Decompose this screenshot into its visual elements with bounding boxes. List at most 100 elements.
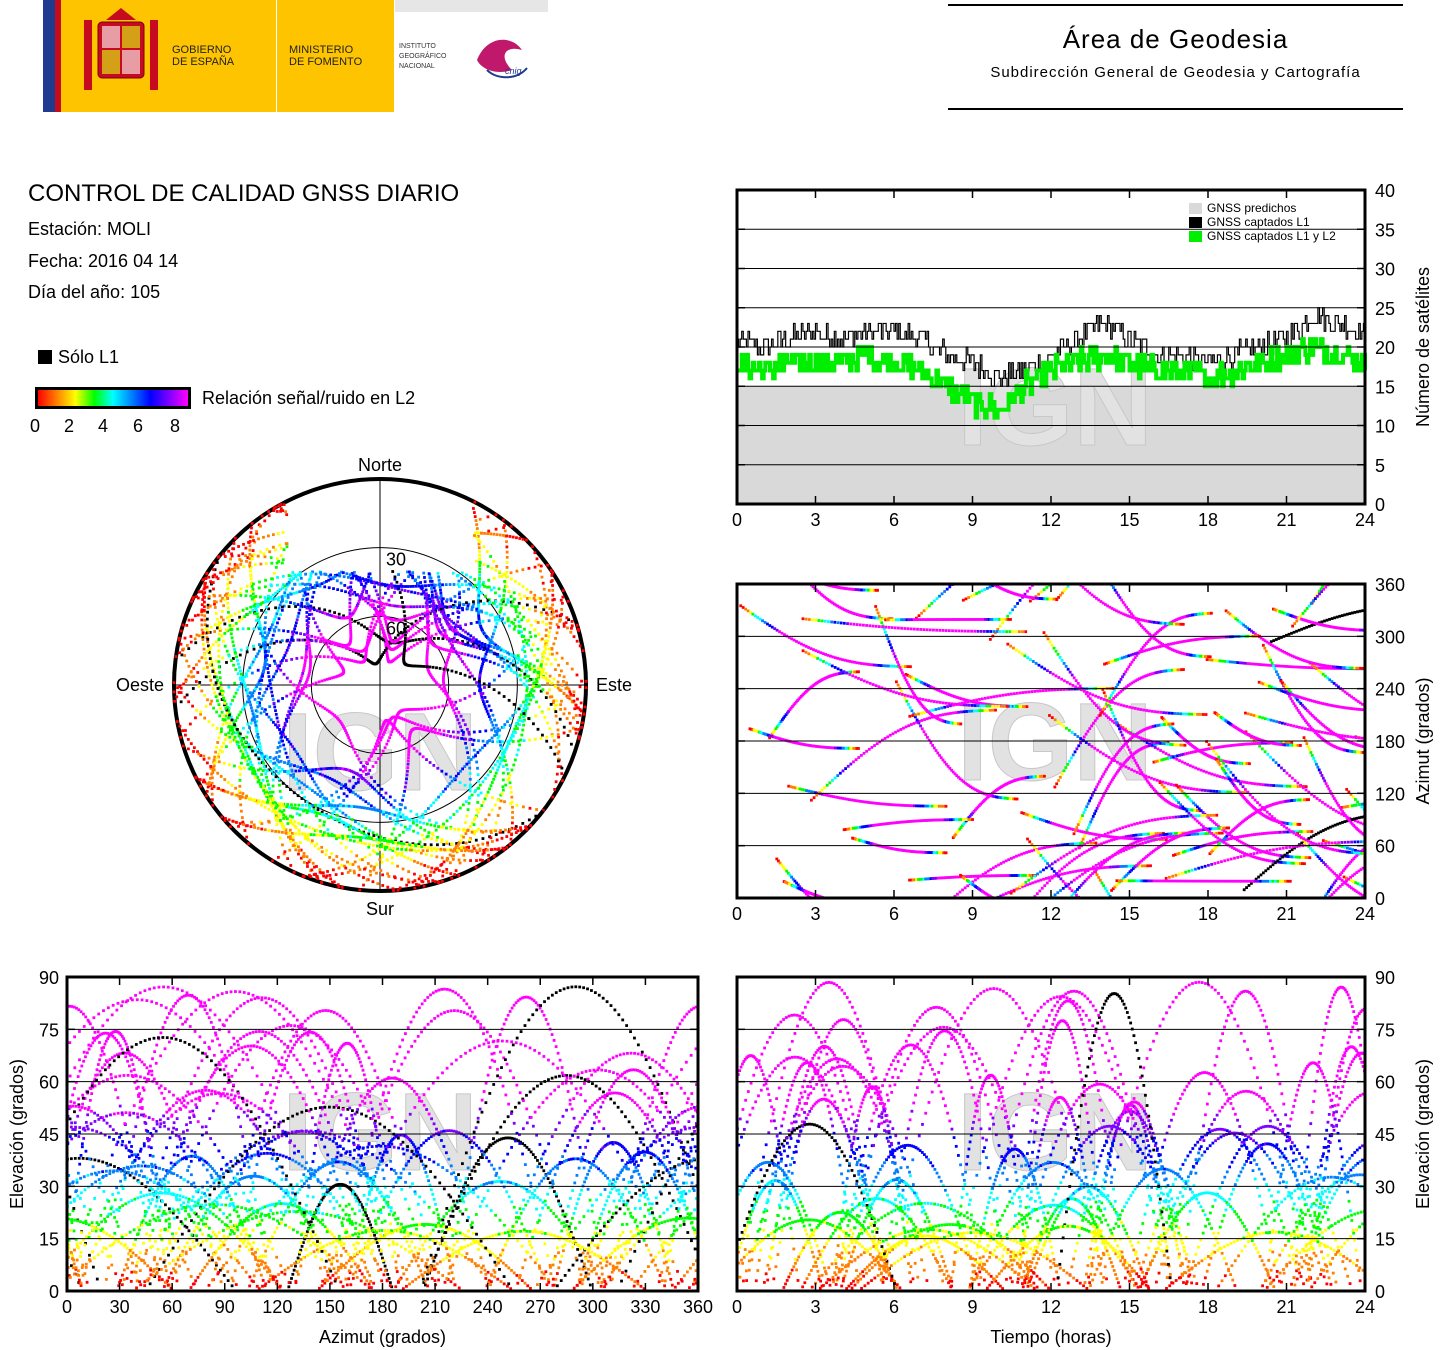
skyplot-point <box>315 609 319 613</box>
skyplot-point <box>340 589 344 593</box>
skyplot-point <box>472 823 476 827</box>
skyplot-point <box>243 615 247 618</box>
skyplot-point <box>525 596 529 600</box>
skyplot-point <box>263 652 267 656</box>
skyplot-point <box>490 566 494 570</box>
skyplot-point <box>509 802 513 805</box>
skyplot-point <box>282 813 285 817</box>
skyplot-point <box>425 596 429 599</box>
azimuth-point <box>1069 756 1073 760</box>
skyplot-point <box>213 691 217 695</box>
skyplot-point <box>493 774 497 778</box>
skyplot-point <box>492 632 495 636</box>
skyplot-point <box>325 797 329 801</box>
skyplot-point <box>543 716 547 719</box>
skyplot-point <box>364 654 368 658</box>
skyplot-point <box>371 605 374 609</box>
skyplot-point <box>381 853 385 856</box>
skyplot-point <box>457 842 460 846</box>
skyplot-point <box>401 813 405 817</box>
skyplot-point <box>230 554 234 558</box>
skyplot-point <box>336 766 340 770</box>
skyplot-point <box>222 639 225 643</box>
skyplot-point <box>211 574 215 578</box>
skyplot-point <box>409 846 413 849</box>
skyplot-point <box>241 627 245 631</box>
skyplot-point <box>440 879 444 883</box>
skyplot-point <box>353 860 357 864</box>
skyplot-point <box>305 623 309 627</box>
skyplot-point <box>220 730 223 733</box>
skyplot-point <box>258 643 261 646</box>
skyplot-point <box>208 657 212 661</box>
skyplot-point <box>412 747 416 750</box>
skyplot-point <box>524 659 528 663</box>
skyplot-point <box>372 599 376 603</box>
skyplot-point <box>227 569 231 573</box>
skyplot-point <box>319 800 323 804</box>
skyplot-point <box>394 836 398 840</box>
skyplot-point <box>312 617 315 621</box>
skyplot-point <box>361 777 365 781</box>
skyplot-point <box>271 720 275 724</box>
skyplot-point <box>456 573 460 577</box>
azimuth-point <box>843 797 847 801</box>
skyplot-point <box>535 557 539 561</box>
skyplot-point <box>561 595 565 599</box>
skyplot-point <box>540 669 544 673</box>
skyplot-point <box>475 851 479 855</box>
skyplot-point <box>343 727 346 730</box>
skyplot-point <box>327 803 331 807</box>
azimuth-point <box>847 798 851 801</box>
skyplot-point <box>464 623 467 627</box>
skyplot-point <box>336 883 340 887</box>
skyplot-point <box>266 757 269 761</box>
skyplot-point <box>231 728 235 732</box>
skyplot-point <box>288 578 292 581</box>
skyplot-point <box>216 699 219 703</box>
skyplot-point <box>505 534 509 538</box>
skyplot-point <box>384 636 388 640</box>
skyplot-point <box>361 769 365 773</box>
skyplot-point <box>375 789 379 793</box>
skyplot-point <box>253 769 257 773</box>
skyplot-point <box>417 707 421 711</box>
skyplot-point <box>487 853 490 857</box>
sat-y-tick-label: 25 <box>1375 299 1395 319</box>
skyplot-point <box>294 848 298 852</box>
skyplot-point <box>432 605 435 608</box>
skyplot-point <box>340 783 343 787</box>
skyplot-point <box>394 618 398 622</box>
skyplot-point <box>252 715 256 718</box>
skyplot-point <box>304 682 307 686</box>
skyplot-point <box>290 803 293 807</box>
skyplot-point <box>459 769 462 773</box>
skyplot-point <box>211 670 215 673</box>
skyplot-point <box>225 649 229 653</box>
skyplot-point <box>250 585 254 588</box>
skyplot-point <box>386 629 390 633</box>
skyplot-point <box>246 556 250 560</box>
sat-y-tick-label: 10 <box>1375 417 1395 437</box>
skyplot-point <box>252 539 255 542</box>
azimuth-point <box>1077 744 1081 748</box>
skyplot-point <box>326 828 330 832</box>
skyplot-point <box>281 597 284 601</box>
skyplot-point <box>272 620 275 624</box>
skyplot-point <box>454 650 458 654</box>
skyplot-point <box>552 598 556 601</box>
skyplot-point <box>209 580 213 584</box>
skyplot-point <box>252 689 256 693</box>
skyplot-point <box>438 728 442 732</box>
skyplot-point <box>463 849 467 853</box>
skyplot-point <box>267 820 271 824</box>
legend-swatch <box>1189 231 1202 242</box>
skyplot-point <box>266 633 269 637</box>
skyplot-point <box>553 787 557 791</box>
skyplot-point <box>359 580 363 584</box>
skyplot-point <box>540 611 543 615</box>
skyplot-point <box>361 798 365 802</box>
skyplot-point <box>430 594 434 598</box>
skyplot-point <box>435 838 439 842</box>
skyplot-point <box>214 695 218 699</box>
